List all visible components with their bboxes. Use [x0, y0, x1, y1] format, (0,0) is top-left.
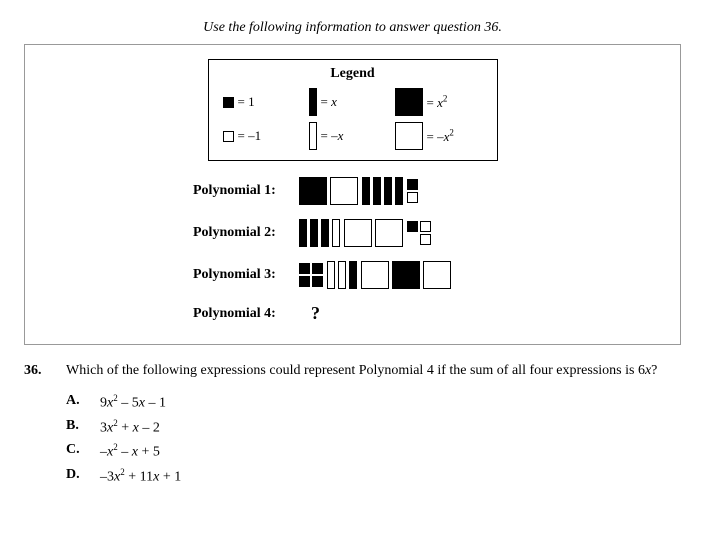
choice-letter-d: D.	[66, 467, 84, 486]
x-tile-icon	[384, 177, 392, 205]
neg-x2-tile-icon	[423, 261, 451, 289]
legend-eq-negx: = –x	[321, 128, 344, 144]
question-36: 36. Which of the following expressions c…	[24, 363, 681, 486]
polynomial-1-row: Polynomial 1:	[193, 177, 670, 205]
unit-tile-icon	[407, 221, 418, 232]
choice-text-c: –x2 – x + 5	[100, 442, 160, 461]
choice-text-b: 3x2 + x – 2	[100, 418, 160, 437]
polynomial-3-row: Polynomial 3:	[193, 261, 670, 289]
x2-tile-icon	[395, 88, 423, 116]
legend-eq-x2: = x2	[427, 93, 448, 110]
neg-unit-tile-icon	[223, 131, 234, 142]
figure-box: Legend = 1 = x = x2 = –1 = –x	[24, 44, 681, 345]
choice-c: C. –x2 – x + 5	[66, 442, 681, 461]
x-tile-icon	[309, 88, 317, 116]
choice-a: A. 9x2 – 5x – 1	[66, 393, 681, 412]
legend-row-pos: = 1 = x = x2	[223, 88, 483, 116]
neg-x2-tile-icon	[395, 122, 423, 150]
legend-row-neg: = –1 = –x = –x2	[223, 122, 483, 150]
x2-tile-icon	[392, 261, 420, 289]
choice-d: D. –3x2 + 11x + 1	[66, 467, 681, 486]
legend-title: Legend	[223, 66, 483, 82]
neg-x2-tile-icon	[344, 219, 372, 247]
neg-x2-tile-icon	[330, 177, 358, 205]
neg-unit-tile-icon	[420, 234, 431, 245]
unit-tile-icon	[312, 263, 323, 274]
x-tile-icon	[349, 261, 357, 289]
x2-tile-icon	[299, 177, 327, 205]
legend-eq-negone: = –1	[238, 128, 262, 144]
neg-unit-tile-icon	[407, 192, 418, 203]
x-tile-icon	[299, 219, 307, 247]
polynomial-2-row: Polynomial 2:	[193, 219, 670, 247]
choice-text-d: –3x2 + 11x + 1	[100, 467, 181, 486]
x-tile-icon	[373, 177, 381, 205]
x-tile-icon	[362, 177, 370, 205]
unit-tile-icon	[223, 97, 234, 108]
unit-tile-icon	[312, 276, 323, 287]
x-tile-icon	[395, 177, 403, 205]
choice-b: B. 3x2 + x – 2	[66, 418, 681, 437]
polynomial-2-label: Polynomial 2:	[193, 225, 287, 241]
neg-x2-tile-icon	[375, 219, 403, 247]
neg-x-tile-icon	[332, 219, 340, 247]
polynomial-4-label: Polynomial 4:	[193, 306, 287, 322]
polynomial-4-value: ?	[311, 303, 320, 324]
legend-eq-one: = 1	[238, 94, 255, 110]
unit-tile-icon	[407, 179, 418, 190]
choice-letter-b: B.	[66, 418, 84, 437]
legend-eq-x: = x	[321, 94, 337, 110]
choice-letter-a: A.	[66, 393, 84, 412]
choice-letter-c: C.	[66, 442, 84, 461]
question-number: 36.	[24, 363, 52, 486]
choice-text-a: 9x2 – 5x – 1	[100, 393, 166, 412]
x-tile-icon	[310, 219, 318, 247]
legend-box: Legend = 1 = x = x2 = –1 = –x	[208, 59, 498, 161]
legend-eq-negx2: = –x2	[427, 127, 454, 144]
answer-choices: A. 9x2 – 5x – 1 B. 3x2 + x – 2 C. –x2 – …	[66, 393, 681, 486]
neg-unit-tile-icon	[420, 221, 431, 232]
unit-tile-icon	[299, 276, 310, 287]
figure-intro: Use the following information to answer …	[24, 20, 681, 36]
neg-x-tile-icon	[327, 261, 335, 289]
neg-x-tile-icon	[309, 122, 317, 150]
neg-x-tile-icon	[338, 261, 346, 289]
polynomial-4-row: Polynomial 4: ?	[193, 303, 670, 324]
question-text: Which of the following expressions could…	[66, 363, 681, 379]
polynomial-3-label: Polynomial 3:	[193, 267, 287, 283]
polynomial-1-label: Polynomial 1:	[193, 183, 287, 199]
unit-tile-icon	[299, 263, 310, 274]
neg-x2-tile-icon	[361, 261, 389, 289]
x-tile-icon	[321, 219, 329, 247]
